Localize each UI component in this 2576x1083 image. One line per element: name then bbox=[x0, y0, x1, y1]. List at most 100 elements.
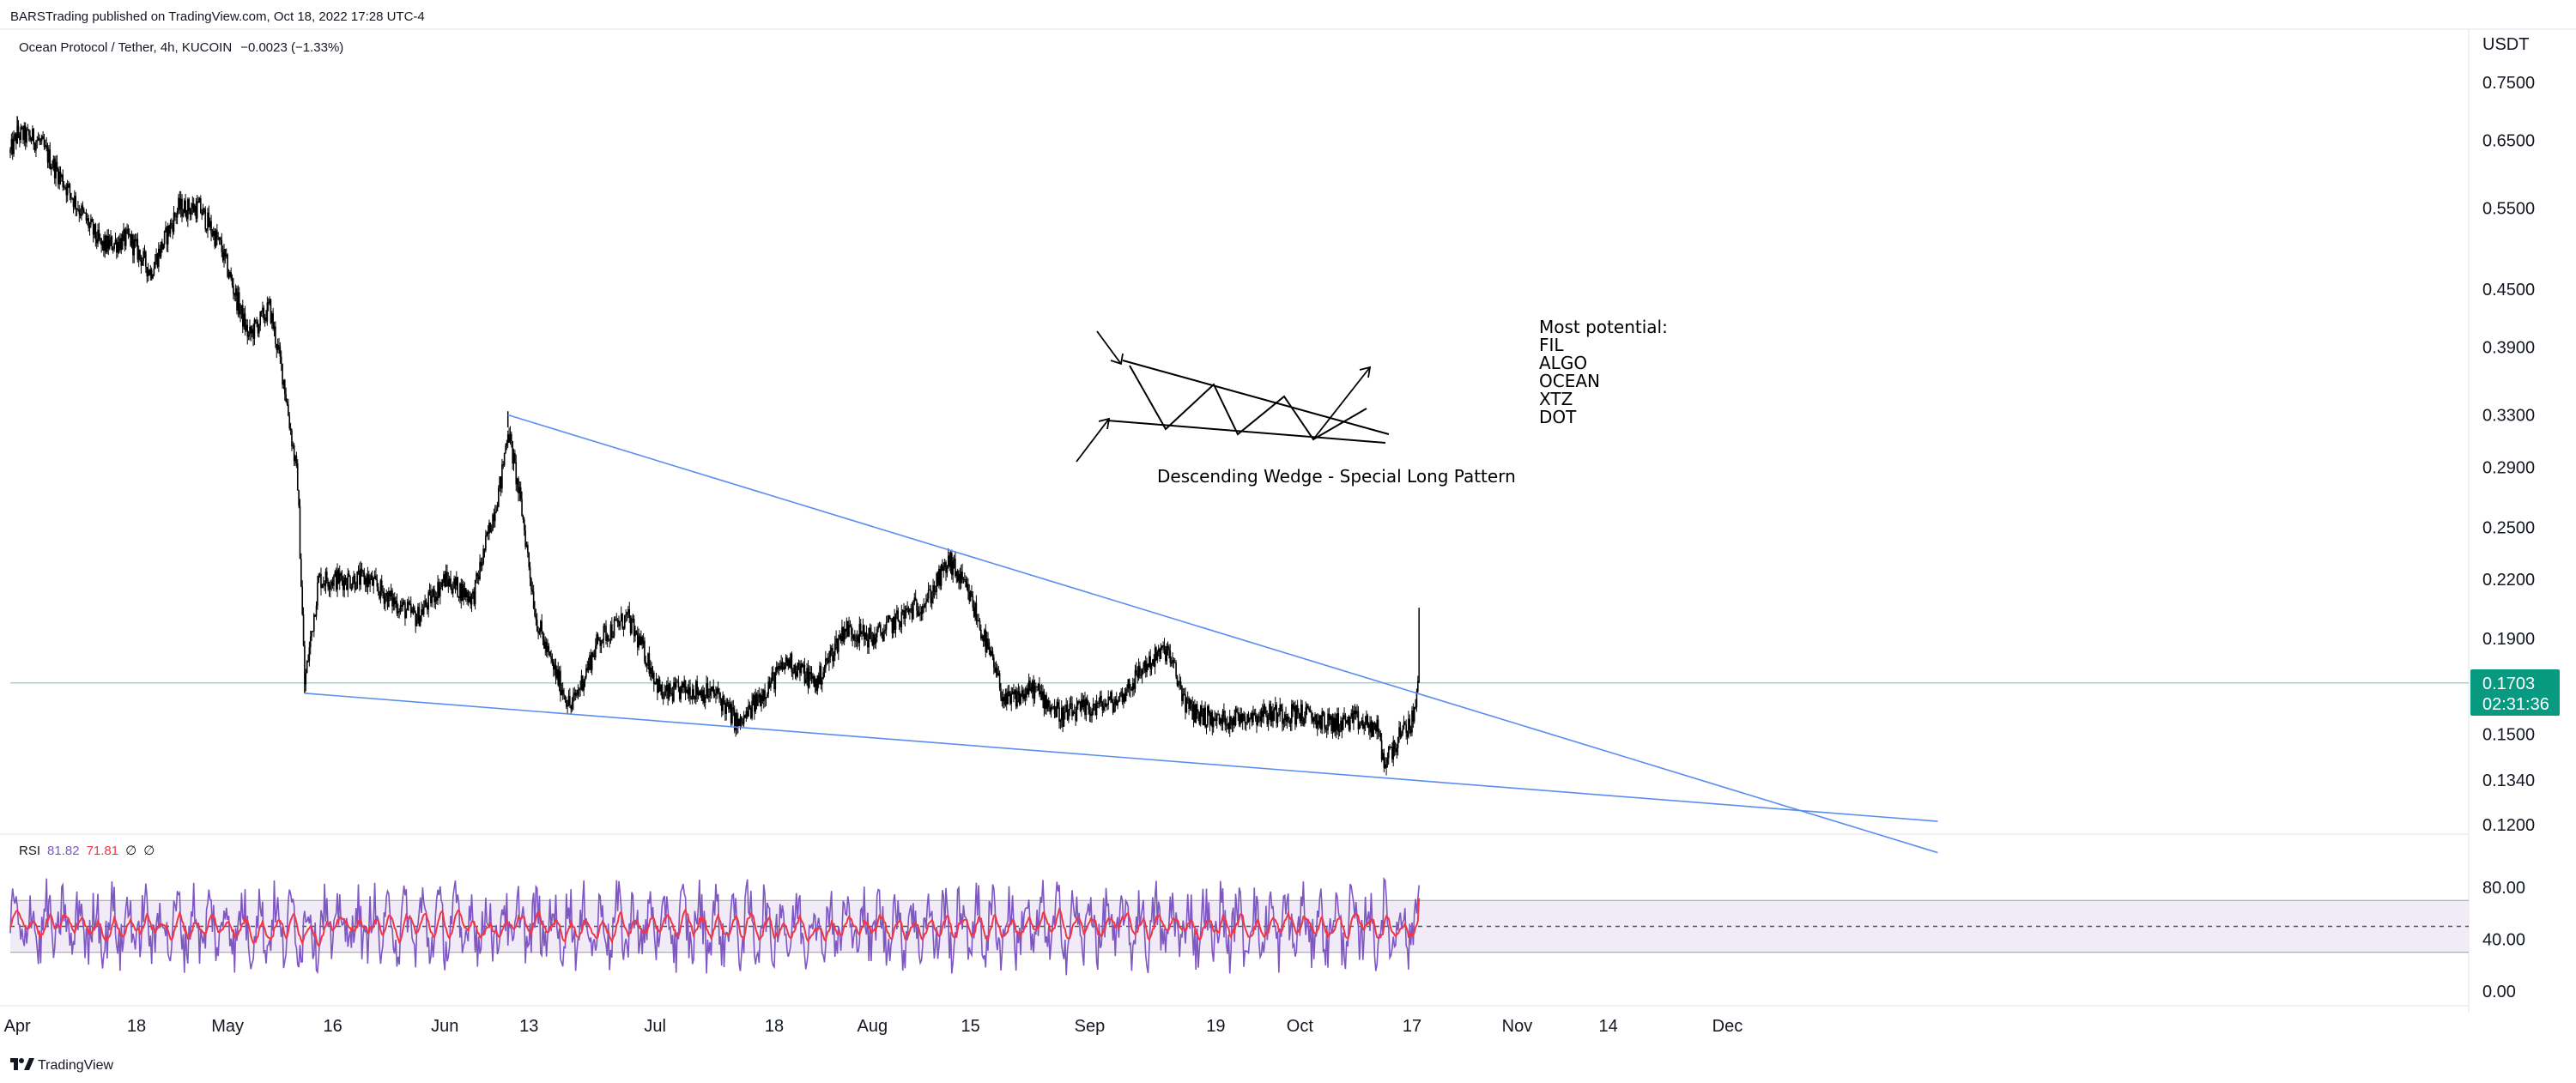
candle-body bbox=[832, 648, 833, 662]
candle-body bbox=[24, 125, 27, 143]
candle-body bbox=[253, 319, 256, 339]
time-tick-label: May bbox=[211, 1017, 244, 1036]
candle-body bbox=[544, 641, 547, 649]
candle-body bbox=[162, 244, 165, 250]
candle-body bbox=[302, 614, 305, 646]
candle-body bbox=[357, 570, 360, 572]
candle-body bbox=[1244, 716, 1246, 723]
candle-body bbox=[1094, 704, 1097, 716]
candle-body bbox=[981, 635, 984, 639]
rsi-axis[interactable]: 80.00 40.00 0.00 bbox=[2482, 879, 2525, 1001]
candle-body bbox=[715, 693, 717, 696]
candle-body bbox=[1280, 705, 1282, 709]
candle-body bbox=[846, 620, 848, 632]
candle-body bbox=[363, 572, 366, 584]
candle-body bbox=[489, 523, 492, 533]
candle-body bbox=[17, 125, 20, 136]
candle-body bbox=[1084, 699, 1086, 716]
candle-body bbox=[523, 519, 525, 531]
candle-body bbox=[1037, 683, 1039, 687]
candle-body bbox=[1052, 707, 1053, 709]
candle-body bbox=[1042, 691, 1044, 700]
symbol-title[interactable]: Ocean Protocol / Tether, 4h, KUCOIN −0.00… bbox=[19, 40, 343, 55]
candle-body bbox=[1137, 665, 1140, 678]
candle-body bbox=[441, 582, 444, 584]
candle-body bbox=[1236, 708, 1238, 713]
candle-body bbox=[104, 235, 106, 251]
candle-body bbox=[221, 239, 223, 252]
candle-body bbox=[1099, 695, 1101, 704]
trendline[interactable] bbox=[507, 414, 1938, 854]
candle-body bbox=[623, 614, 626, 629]
candle-body bbox=[1208, 706, 1210, 713]
candle-body bbox=[891, 620, 894, 633]
candle-body bbox=[117, 241, 118, 253]
candle-body bbox=[372, 575, 373, 586]
candle-body bbox=[266, 302, 269, 322]
candle-body bbox=[642, 640, 645, 644]
candle-body bbox=[739, 716, 742, 726]
candle-body bbox=[276, 343, 278, 350]
candle-body bbox=[1079, 702, 1082, 711]
wedge-sketch-drawing[interactable] bbox=[1076, 330, 1390, 463]
candle-body bbox=[324, 584, 325, 586]
candle-body bbox=[1285, 714, 1287, 723]
candle-body bbox=[1391, 747, 1393, 759]
candle-body bbox=[1143, 667, 1144, 670]
candle-body bbox=[561, 689, 564, 694]
candle-body bbox=[852, 634, 855, 639]
candle-body bbox=[179, 198, 182, 210]
candle-body bbox=[170, 223, 173, 225]
candle-body bbox=[531, 589, 534, 592]
candle-body bbox=[632, 619, 634, 620]
candle-body bbox=[894, 614, 897, 630]
candle-body bbox=[694, 697, 696, 699]
candle-body bbox=[687, 689, 689, 695]
potential-item: ALGO bbox=[1539, 353, 1587, 373]
candle-body bbox=[898, 620, 900, 622]
candle-body bbox=[156, 253, 159, 267]
trendlines[interactable] bbox=[304, 414, 1938, 854]
candle-body bbox=[233, 285, 234, 294]
candle-body bbox=[258, 325, 260, 334]
candle-body bbox=[74, 196, 76, 208]
candle-body bbox=[105, 235, 107, 252]
candle-body bbox=[577, 689, 579, 695]
candle-body bbox=[1377, 719, 1379, 732]
time-axis[interactable]: Apr 18 May 16 Jun 13 Jul 18 Aug 15 Sep 19 Oct 17 Nov 14… bbox=[4, 1017, 1743, 1036]
candle-body bbox=[418, 607, 421, 626]
candle-body bbox=[580, 675, 583, 688]
potential-note[interactable]: Most potential: FIL ALGO OCEAN XTZ DOT bbox=[1539, 317, 1668, 427]
candle-body bbox=[245, 324, 247, 330]
candle-body bbox=[309, 636, 312, 648]
candle-body bbox=[537, 631, 539, 634]
candle-body bbox=[466, 591, 468, 597]
candle-body bbox=[1260, 711, 1263, 722]
pattern-label[interactable]: Descending Wedge - Special Long Pattern bbox=[1157, 466, 1516, 487]
candle-body bbox=[1369, 723, 1371, 733]
candle-body bbox=[32, 129, 33, 142]
candle-body bbox=[1404, 722, 1406, 725]
candle-body bbox=[1033, 686, 1036, 699]
rsi-legend[interactable]: RSI 81.82 71.81 ∅ ∅ bbox=[19, 844, 155, 858]
candle-body bbox=[43, 139, 45, 148]
candle-body bbox=[112, 249, 114, 251]
candle-body bbox=[1324, 713, 1325, 728]
candle-body bbox=[487, 532, 489, 534]
candle-body bbox=[549, 651, 551, 656]
candle-body bbox=[306, 661, 308, 674]
candle-body bbox=[35, 141, 37, 151]
candle-body bbox=[101, 240, 104, 245]
trendline[interactable] bbox=[304, 693, 1938, 822]
candle-body bbox=[961, 572, 963, 580]
candle-body bbox=[560, 670, 561, 695]
candle-body bbox=[23, 125, 26, 141]
candle-body bbox=[9, 149, 11, 154]
candle-body bbox=[397, 611, 399, 614]
candle-body bbox=[172, 224, 173, 233]
price-axis[interactable]: 0.7500 0.6500 0.5500 0.4500 0.3900 0.3300 0.29… bbox=[2482, 74, 2535, 835]
candle-body bbox=[389, 590, 391, 597]
candle-body bbox=[628, 609, 631, 618]
candle-body bbox=[211, 233, 214, 236]
candle-body bbox=[118, 241, 120, 251]
